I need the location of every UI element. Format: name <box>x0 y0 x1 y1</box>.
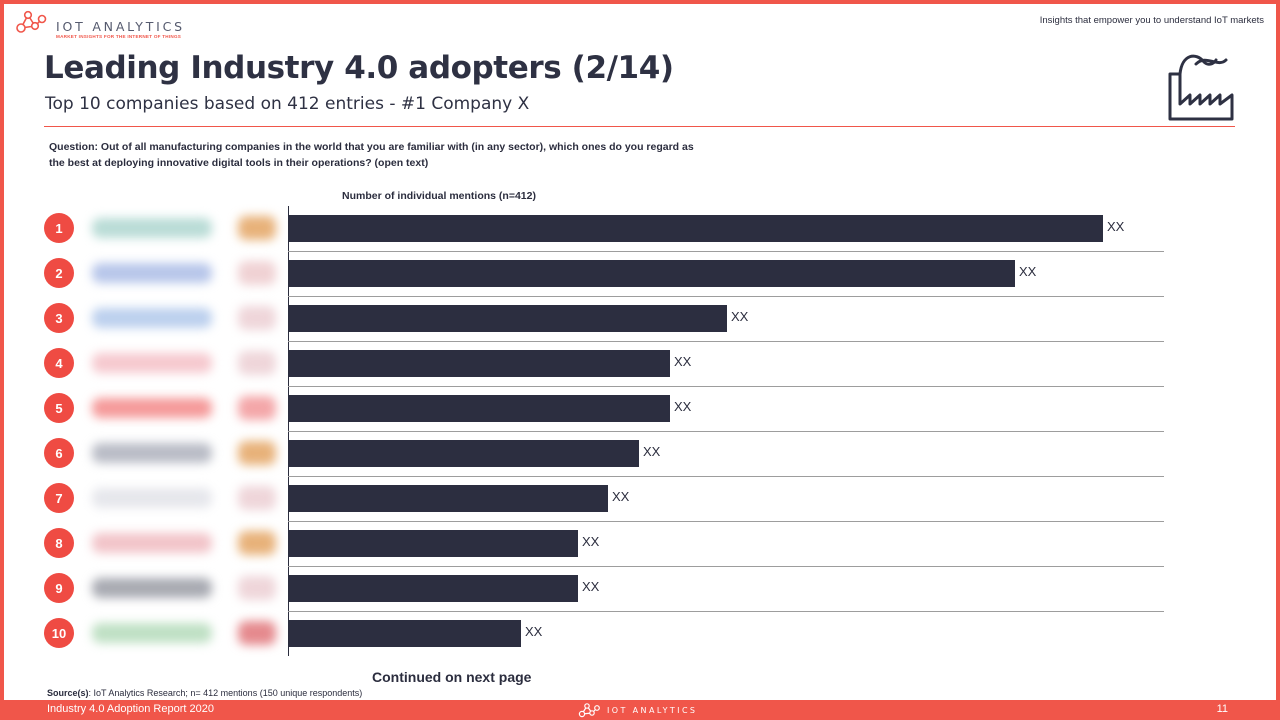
bar <box>289 395 670 422</box>
logo-wordmark: IOT ANALYTICS <box>56 19 185 34</box>
company-logo-blurred <box>78 388 278 428</box>
bar <box>289 620 521 647</box>
row-separator <box>288 611 1164 612</box>
row-separator <box>288 521 1164 522</box>
survey-question: Question: Out of all manufacturing compa… <box>49 141 694 169</box>
header-tagline: Insights that empower you to understand … <box>1039 15 1264 26</box>
bar-value-label: XX <box>1019 264 1037 279</box>
rank-badge: 10 <box>44 618 74 648</box>
row-separator <box>288 251 1164 252</box>
rank-badge: 6 <box>44 438 74 468</box>
bar-value-label: XX <box>1107 219 1125 234</box>
source-note: Source(s): IoT Analytics Research; n= 41… <box>47 688 362 698</box>
bar <box>289 440 639 467</box>
rank-badge: 1 <box>44 213 74 243</box>
row-separator <box>288 386 1164 387</box>
rank-badge: 7 <box>44 483 74 513</box>
row-separator <box>288 566 1164 567</box>
company-logo-blurred <box>78 523 278 563</box>
bar-value-label: XX <box>582 534 600 549</box>
company-logo-blurred <box>78 613 278 653</box>
bar <box>289 350 670 377</box>
bar <box>289 530 578 557</box>
row-separator <box>288 296 1164 297</box>
bar <box>289 260 1015 287</box>
bar-value-label: XX <box>643 444 661 459</box>
company-logo-blurred <box>78 568 278 608</box>
title-divider <box>44 126 1235 127</box>
bar-value-label: XX <box>731 309 749 324</box>
source-text: : IoT Analytics Research; n= 412 mention… <box>88 688 363 698</box>
company-logo-blurred <box>78 253 278 293</box>
row-separator <box>288 431 1164 432</box>
row-separator <box>288 341 1164 342</box>
footer-logo-wordmark: IOT ANALYTICS <box>607 706 698 715</box>
logo-tagline: MARKET INSIGHTS FOR THE INTERNET OF THIN… <box>56 34 182 39</box>
bar-value-label: XX <box>582 579 600 594</box>
company-logo-blurred <box>78 478 278 518</box>
chart-title: Number of individual mentions (n=412) <box>342 190 536 202</box>
bar <box>289 215 1103 242</box>
rank-badge: 8 <box>44 528 74 558</box>
page-number: 11 <box>1216 703 1228 715</box>
footer-report-title: Industry 4.0 Adoption Report 2020 <box>47 703 214 715</box>
bar-value-label: XX <box>525 624 543 639</box>
company-logo-blurred <box>78 343 278 383</box>
bar <box>289 575 578 602</box>
bar-value-label: XX <box>674 399 692 414</box>
company-logo-blurred <box>78 433 278 473</box>
rank-badge: 9 <box>44 573 74 603</box>
bar-value-label: XX <box>612 489 630 504</box>
source-label: Source(s) <box>47 688 89 698</box>
bar <box>289 485 608 512</box>
bar <box>289 305 727 332</box>
slide-title: Leading Industry 4.0 adopters (2/14) <box>44 50 674 86</box>
rank-badge: 5 <box>44 393 74 423</box>
continued-note: Continued on next page <box>372 669 532 685</box>
iot-analytics-logo: IOT ANALYTICS MARKET INSIGHTS FOR THE IN… <box>12 9 187 39</box>
row-separator <box>288 476 1164 477</box>
network-icon <box>16 10 47 33</box>
factory-icon <box>1168 54 1234 121</box>
rank-badge: 3 <box>44 303 74 333</box>
footer-bar: Industry 4.0 Adoption Report 2020 IOT AN… <box>0 700 1280 720</box>
slide-subtitle: Top 10 companies based on 412 entries - … <box>45 94 530 114</box>
company-logo-blurred <box>78 298 278 338</box>
rank-badge: 2 <box>44 258 74 288</box>
company-logo-blurred <box>78 208 278 248</box>
bar-value-label: XX <box>674 354 692 369</box>
footer-network-icon <box>578 703 600 718</box>
rank-badge: 4 <box>44 348 74 378</box>
